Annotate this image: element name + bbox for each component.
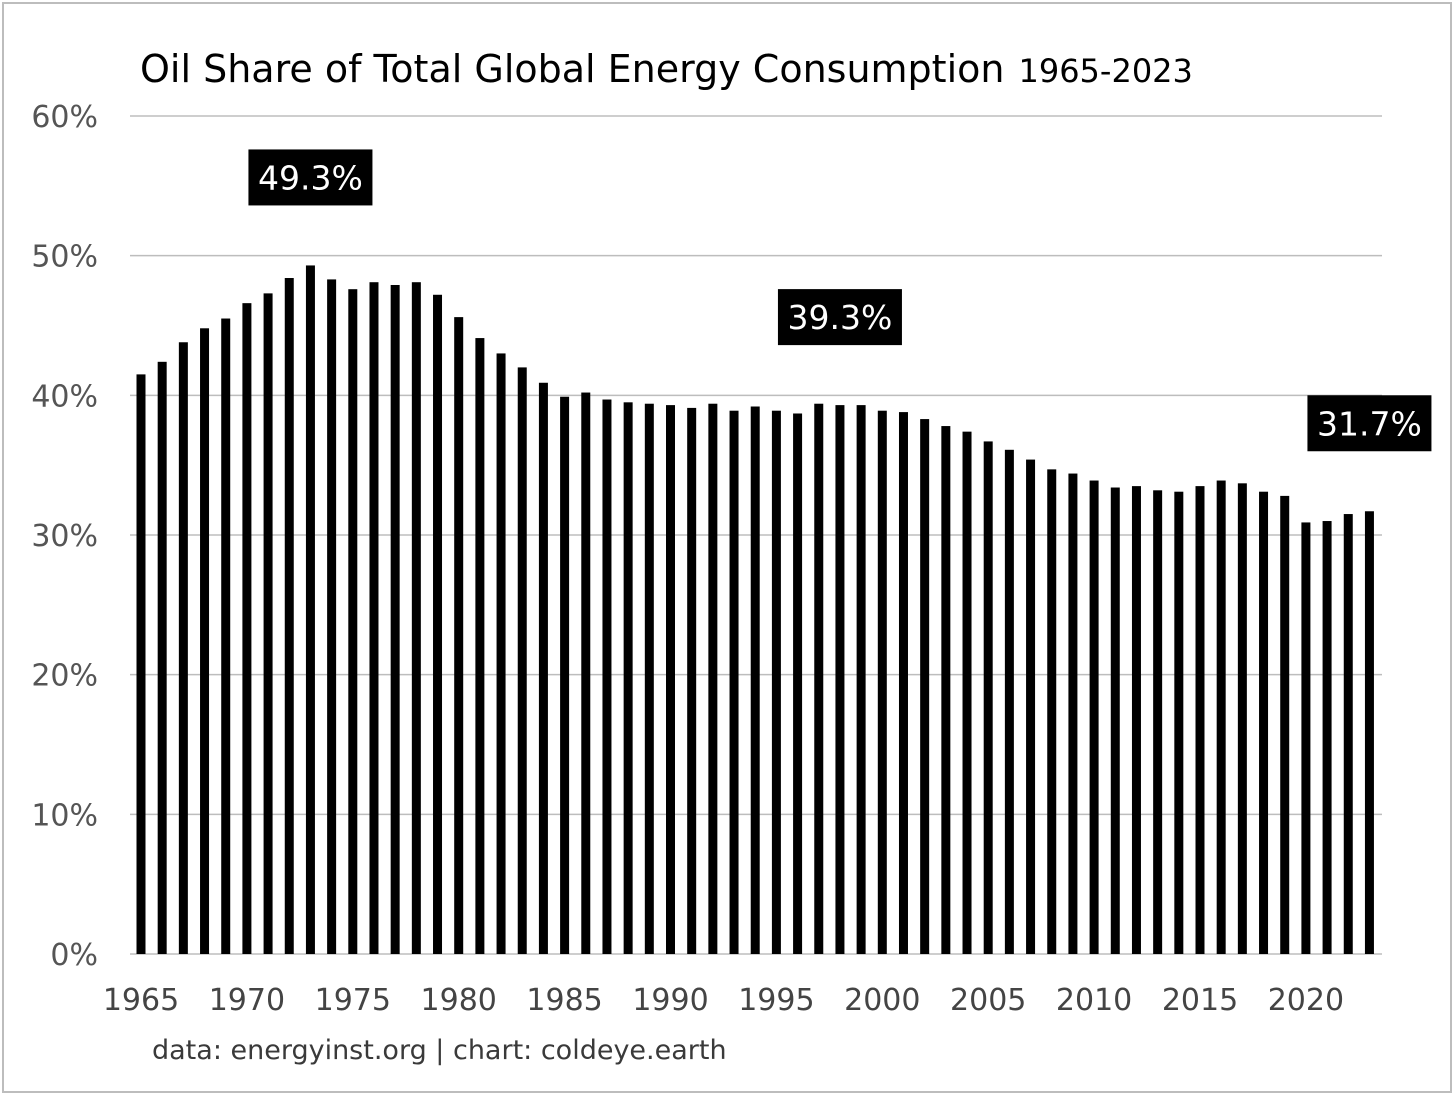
y-tick-label: 30% bbox=[31, 519, 98, 554]
bar bbox=[242, 303, 252, 954]
bar bbox=[1322, 521, 1332, 954]
bar bbox=[750, 406, 760, 954]
bar bbox=[835, 405, 845, 954]
callout-box bbox=[248, 149, 373, 206]
bar bbox=[1364, 511, 1374, 954]
bar bbox=[898, 412, 908, 954]
chart-title: Oil Share of Total Global Energy Consump… bbox=[140, 47, 1193, 91]
bar bbox=[856, 405, 866, 954]
bar bbox=[1068, 473, 1078, 954]
bar bbox=[962, 431, 972, 954]
x-tick-label: 2000 bbox=[844, 983, 920, 1018]
bar bbox=[708, 403, 718, 954]
callout-box bbox=[777, 289, 902, 346]
x-tick-label: 2005 bbox=[950, 983, 1026, 1018]
bar bbox=[178, 342, 188, 954]
x-tick-label: 1975 bbox=[315, 983, 391, 1018]
bar bbox=[729, 410, 739, 954]
y-tick-label: 0% bbox=[50, 938, 98, 973]
y-tick-label: 50% bbox=[31, 240, 98, 275]
bar bbox=[263, 293, 273, 954]
y-tick-label: 60% bbox=[31, 100, 98, 135]
x-axis-ticks: 1965 1970 1975 1980 1985 1990 1995 2000 2005 2010… bbox=[103, 983, 1344, 1018]
bar bbox=[644, 403, 654, 954]
callout-label: 31.7% bbox=[1317, 404, 1422, 443]
bar bbox=[433, 294, 443, 955]
chart-title-main: Oil Share of Total Global Energy Consump… bbox=[140, 47, 1004, 91]
bar bbox=[200, 328, 210, 954]
bar bbox=[1280, 495, 1290, 954]
bar bbox=[454, 317, 464, 954]
bar bbox=[1153, 490, 1163, 954]
bar bbox=[1216, 480, 1226, 954]
bar bbox=[1047, 469, 1057, 954]
y-tick-label: 40% bbox=[31, 379, 98, 414]
bar bbox=[793, 413, 803, 954]
bar bbox=[157, 361, 167, 954]
y-tick-label: 10% bbox=[31, 798, 98, 833]
bar bbox=[496, 353, 506, 954]
callout-box bbox=[1307, 395, 1432, 452]
bar bbox=[1259, 491, 1269, 954]
bar bbox=[1089, 480, 1099, 954]
x-tick-label: 1965 bbox=[103, 983, 179, 1018]
bar bbox=[1174, 491, 1184, 954]
callouts: 49.3% 39.3% 31.7% bbox=[248, 149, 1432, 452]
bar bbox=[517, 367, 527, 954]
bar bbox=[1195, 486, 1205, 954]
bar bbox=[1131, 486, 1141, 954]
x-tick-label: 1995 bbox=[738, 983, 814, 1018]
bar bbox=[920, 419, 930, 954]
bar bbox=[666, 405, 675, 954]
bar bbox=[305, 265, 315, 954]
bar bbox=[1110, 487, 1120, 954]
bar bbox=[327, 279, 337, 954]
bar bbox=[1343, 514, 1353, 954]
bar bbox=[136, 374, 146, 955]
bar bbox=[369, 282, 379, 954]
bar bbox=[475, 338, 485, 954]
bar bbox=[771, 410, 781, 954]
bar bbox=[411, 282, 421, 954]
bar bbox=[1237, 483, 1247, 954]
bar bbox=[538, 382, 548, 955]
bar bbox=[1026, 459, 1036, 954]
gridlines bbox=[130, 115, 1382, 955]
bar bbox=[560, 396, 570, 955]
bar bbox=[221, 318, 231, 954]
bar bbox=[1004, 449, 1014, 954]
x-tick-label: 1985 bbox=[526, 983, 602, 1018]
bars bbox=[136, 265, 1374, 955]
bar bbox=[1301, 522, 1311, 954]
y-tick-label: 20% bbox=[31, 659, 98, 694]
bar bbox=[284, 278, 294, 955]
bar bbox=[348, 289, 358, 955]
source-note: data: energyinst.org | chart: coldeye.ea… bbox=[152, 1035, 727, 1066]
callout-label: 49.3% bbox=[258, 158, 363, 197]
x-tick-label: 1970 bbox=[209, 983, 285, 1018]
callout-label: 39.3% bbox=[788, 298, 893, 337]
bar bbox=[623, 402, 633, 955]
bar bbox=[602, 399, 612, 955]
x-tick-label: 2010 bbox=[1056, 983, 1132, 1018]
bar bbox=[390, 284, 400, 954]
x-tick-label: 1980 bbox=[421, 983, 497, 1018]
x-tick-label: 2015 bbox=[1162, 983, 1238, 1018]
bar bbox=[814, 403, 824, 954]
x-tick-label: 2020 bbox=[1268, 983, 1344, 1018]
y-axis-ticks: 0% 10% 20% 30% 40% 50% 60% bbox=[31, 100, 98, 973]
bar bbox=[581, 392, 591, 954]
bar bbox=[877, 410, 887, 954]
bar bbox=[687, 407, 697, 954]
bar bbox=[983, 441, 993, 954]
bar bbox=[941, 426, 951, 954]
chart-title-years: 1965-2023 bbox=[1018, 52, 1192, 90]
x-tick-label: 1990 bbox=[632, 983, 708, 1018]
